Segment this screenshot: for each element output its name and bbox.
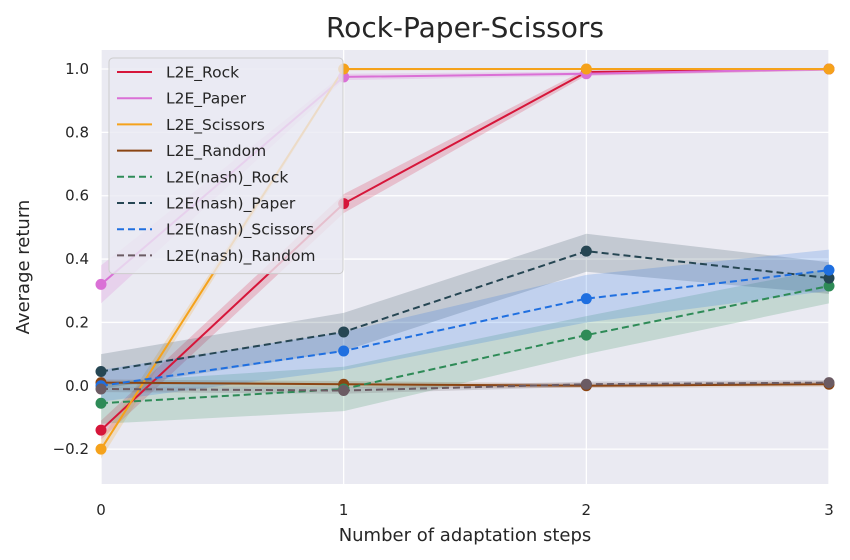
legend-label: L2E(nash)_Paper <box>166 195 296 214</box>
legend-label: L2E(nash)_Random <box>166 247 316 266</box>
point-l2e-scissors <box>580 63 592 75</box>
legend-box <box>108 57 344 275</box>
point-l2e-nash-scissors <box>580 293 592 305</box>
y-tick-label: 0.2 <box>65 313 89 331</box>
point-l2e-nash-rock <box>823 280 835 292</box>
line-l2e-nash-paper <box>100 250 830 373</box>
y-tick-label: 1.0 <box>65 60 89 78</box>
line-l2e-nash-scissors <box>100 269 830 387</box>
x-tick-label: 2 <box>582 501 592 519</box>
point-l2e-nash-scissors <box>823 264 835 276</box>
legend-label: L2E_Random <box>166 142 266 161</box>
point-l2e-nash-scissors <box>338 345 350 357</box>
legend-label: L2E_Scissors <box>166 116 265 135</box>
legend-label: L2E(nash)_Scissors <box>166 221 314 240</box>
x-tick-label: 3 <box>824 501 834 519</box>
point-l2e-nash-random <box>580 378 592 390</box>
x-tick-label: 1 <box>339 501 349 519</box>
band-l2e-nash-rock <box>101 268 829 424</box>
point-l2e-nash-rock <box>580 329 592 341</box>
legend: L2E_Rock L2E_Paper L2E_Scissors L2E_Random L… <box>108 57 344 275</box>
y-tick-label: 0.4 <box>65 250 89 268</box>
y-tick-label: 0.6 <box>65 187 89 205</box>
legend-label: L2E(nash)_Rock <box>166 168 288 187</box>
y-axis-label: Average return <box>13 200 34 335</box>
legend-label: L2E_Paper <box>166 90 247 109</box>
point-l2e-scissors <box>95 443 107 455</box>
x-axis-label: Number of adaptation steps <box>339 525 592 546</box>
legend-label: L2E_Rock <box>166 64 239 83</box>
band-l2e-rock <box>101 69 829 440</box>
point-l2e-nash-random <box>338 385 350 397</box>
line-l2e-random <box>100 381 830 387</box>
point-l2e-nash-rock <box>95 397 107 409</box>
point-l2e-nash-paper <box>823 272 835 284</box>
point-l2e-nash-random <box>823 377 835 389</box>
point-l2e-nash-paper <box>580 245 592 257</box>
y-tick-label: 0.8 <box>65 123 89 141</box>
axis-ticks: −0.2 0.0 0.2 0.4 0.6 0.8 1.0 0 1 2 3 <box>53 60 834 519</box>
line-l2e-nash-rock <box>100 285 830 405</box>
y-tick-label: −0.2 <box>53 440 89 458</box>
point-l2e-nash-random <box>95 383 107 395</box>
line-l2e-nash-random <box>100 381 830 392</box>
y-tick-label: 0.0 <box>65 377 89 395</box>
point-l2e-rock <box>95 424 107 436</box>
point-l2e-scissors <box>823 63 835 75</box>
point-l2e-nash-paper <box>338 326 350 338</box>
band-l2e-nash-paper <box>101 233 829 389</box>
point-l2e-paper <box>95 278 107 290</box>
chart-title: Rock-Paper-Scissors <box>326 11 604 44</box>
point-l2e-nash-paper <box>95 366 107 378</box>
series-points <box>95 63 835 455</box>
series-lines <box>100 68 830 450</box>
x-tick-label: 0 <box>96 501 106 519</box>
